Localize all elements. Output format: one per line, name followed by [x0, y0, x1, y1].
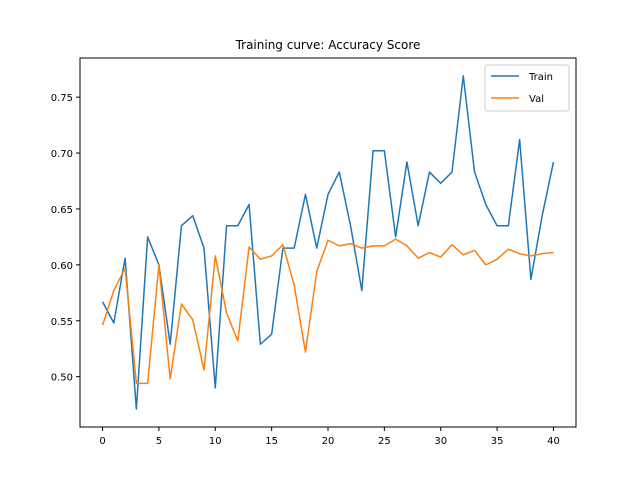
- series-line-train: [101, 75, 555, 410]
- x-tick-label: 20: [322, 436, 335, 447]
- legend: Train Val: [484, 64, 570, 112]
- plot-area: 0 5 10 15 20 25 30 35 40 0.50 0.55 0.60 0.65 0.70 0.7…: [51, 57, 577, 447]
- y-tick-label: 0.55: [51, 317, 73, 328]
- series-lines: [101, 75, 555, 410]
- x-tick-label: 15: [265, 436, 278, 447]
- y-tick-label: 0.65: [51, 205, 73, 216]
- x-tick-label: 35: [491, 436, 504, 447]
- x-tick-label: 0: [99, 436, 105, 447]
- legend-label-val: Val: [529, 94, 544, 105]
- y-tick-label: 0.60: [51, 261, 73, 272]
- x-tick-label: 5: [156, 436, 162, 447]
- x-tick-label: 25: [378, 436, 391, 447]
- y-axis: 0.50 0.55 0.60 0.65 0.70 0.75: [51, 93, 80, 384]
- x-tick-label: 40: [547, 436, 560, 447]
- y-tick-label: 0.50: [51, 373, 73, 384]
- series-line-val: [101, 238, 554, 385]
- x-tick-label: 10: [209, 436, 222, 447]
- x-tick-label: 30: [434, 436, 447, 447]
- y-tick-label: 0.70: [51, 149, 73, 160]
- legend-box: [484, 64, 570, 112]
- x-axis: 0 5 10 15 20 25 30 35 40: [99, 427, 560, 447]
- legend-label-train: Train: [528, 72, 553, 83]
- y-tick-label: 0.75: [51, 93, 73, 104]
- chart-title: Training curve: Accuracy Score: [235, 38, 421, 52]
